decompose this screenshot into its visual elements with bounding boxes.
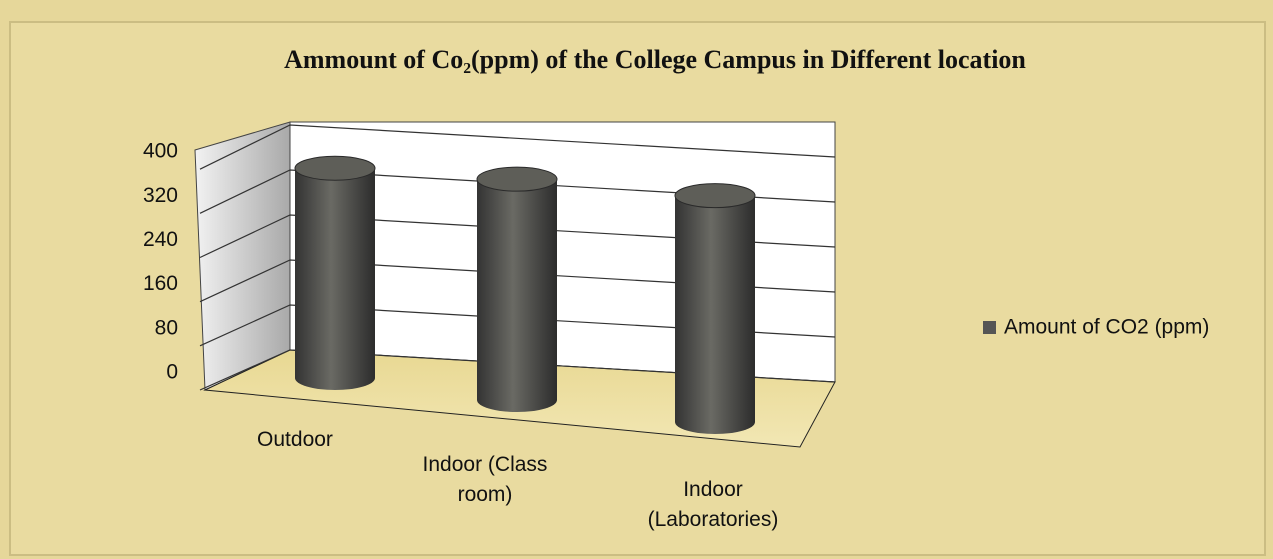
bar-top <box>476 166 558 192</box>
x-tick-label: Indoor (Class room) <box>422 453 548 506</box>
bar-top <box>294 155 376 181</box>
y-tick-label: 0 <box>166 361 178 384</box>
bar-top <box>674 183 756 209</box>
y-tick-label: 160 <box>143 272 178 295</box>
chart-title: Ammount of Co₂(ppm) of the College Campu… <box>284 45 1026 74</box>
legend-swatch <box>983 321 996 334</box>
y-tick-label: 80 <box>155 316 178 339</box>
grid-line <box>199 169 836 214</box>
grid-line <box>199 124 836 170</box>
grid-line <box>199 259 836 303</box>
y-tick-label: 240 <box>143 228 178 251</box>
x-tick-label: Indoor (Laboratories) <box>647 478 779 531</box>
grid-line <box>199 304 836 347</box>
y-tick-label: 320 <box>143 184 178 207</box>
x-tick-label: Outdoor <box>257 428 333 451</box>
grid-line <box>199 214 836 259</box>
grid-line <box>199 349 836 391</box>
side-wall <box>194 121 291 391</box>
legend-label: Amount of CO2 (ppm) <box>1004 316 1209 339</box>
bar <box>675 183 755 434</box>
bar <box>295 156 375 390</box>
y-tick-label: 400 <box>143 140 178 163</box>
bar <box>477 167 557 412</box>
